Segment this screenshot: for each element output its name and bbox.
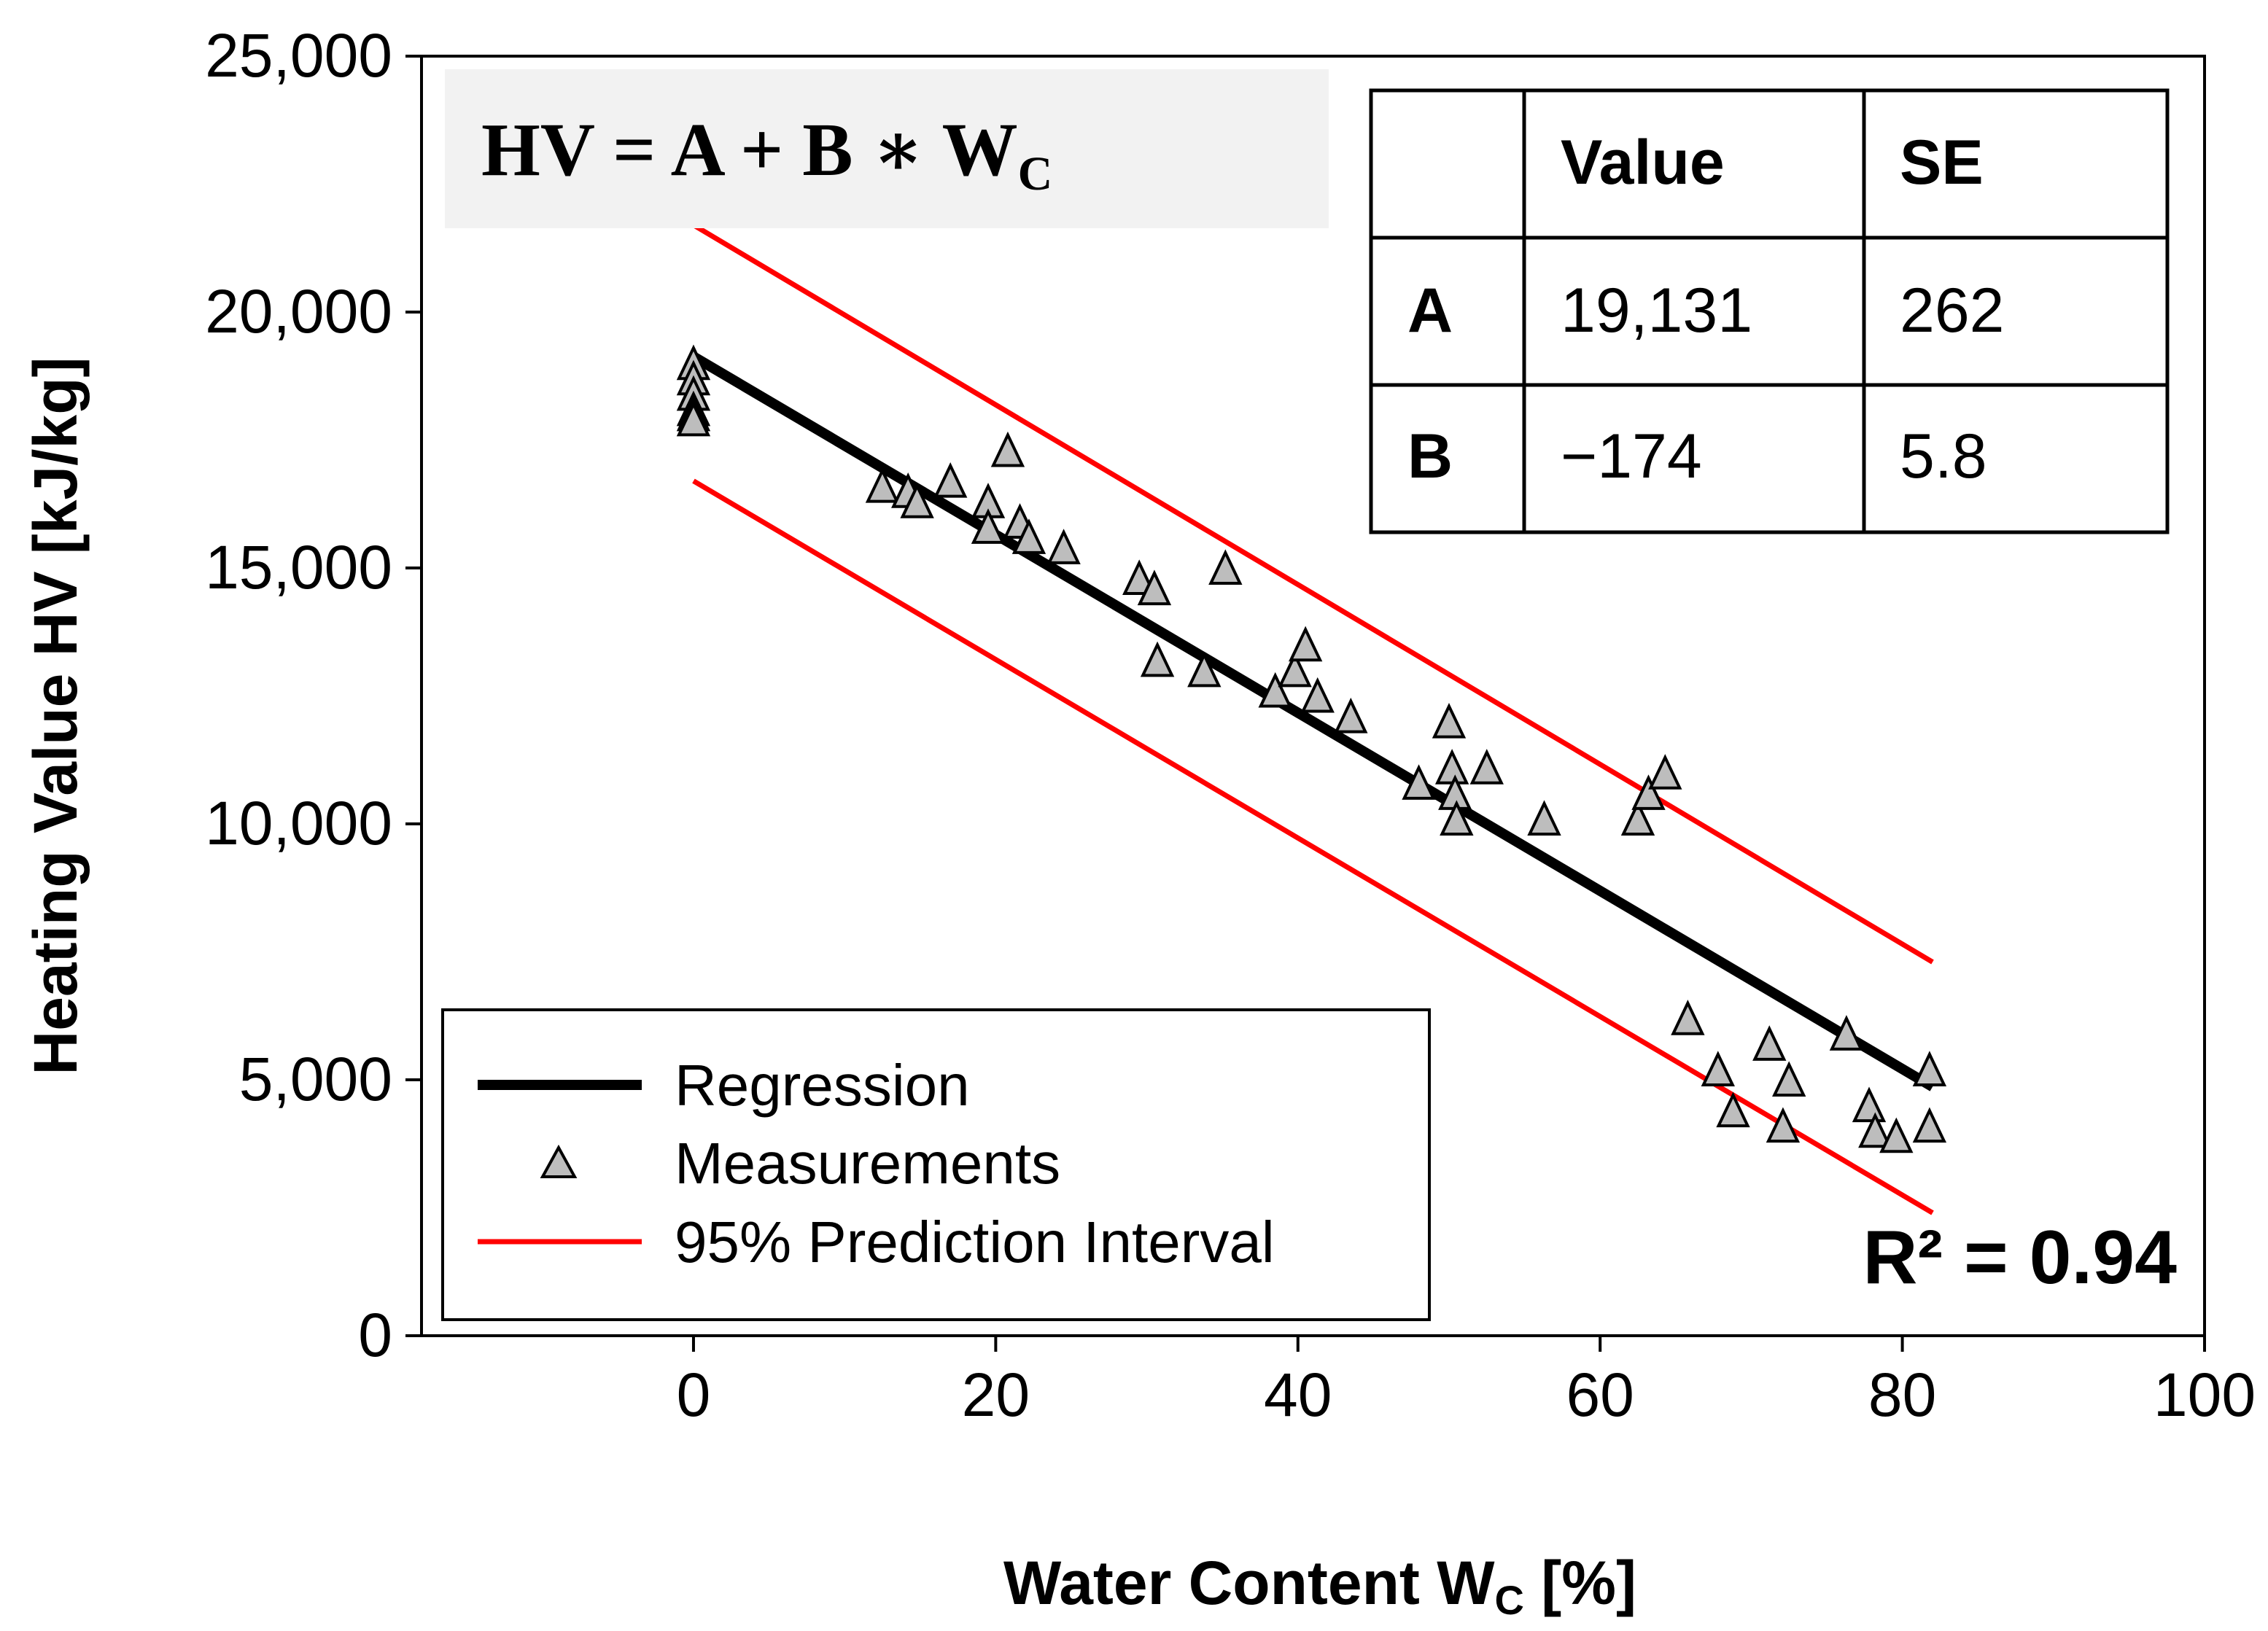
measurement-point bbox=[933, 462, 968, 498]
measurement-point bbox=[676, 400, 711, 437]
measurement-point bbox=[1440, 800, 1474, 836]
table-row-a-value: 19,131 bbox=[1561, 276, 1752, 346]
x-axis-title: Water Content WC [%] bbox=[1003, 1549, 1636, 1623]
measurement-point bbox=[1434, 749, 1469, 785]
x-tick-label: 80 bbox=[1868, 1361, 1936, 1429]
x-tick-label: 0 bbox=[677, 1361, 711, 1429]
measurement-point bbox=[1469, 749, 1504, 785]
measurement-point bbox=[1671, 1000, 1705, 1035]
measurement-point bbox=[1752, 1025, 1787, 1061]
x-tick-label: 40 bbox=[1264, 1361, 1332, 1429]
measurement-point bbox=[1766, 1107, 1801, 1143]
x-axis-title-sub: C bbox=[1495, 1577, 1524, 1623]
x-tick-label: 60 bbox=[1566, 1361, 1634, 1429]
lines-layer bbox=[691, 222, 1935, 1215]
measurement-point bbox=[1187, 651, 1222, 688]
measurement-point bbox=[900, 483, 934, 518]
table-row-b-label: B bbox=[1407, 421, 1453, 491]
measurement-point bbox=[1300, 677, 1335, 713]
equation-box bbox=[445, 69, 1329, 228]
measurement-point bbox=[1648, 754, 1682, 790]
y-tick-label: 10,000 bbox=[205, 789, 392, 857]
measurement-point bbox=[1122, 559, 1157, 596]
measurement-point bbox=[1631, 774, 1666, 810]
measurement-point bbox=[1912, 1107, 1947, 1143]
measurement-point bbox=[1288, 626, 1323, 662]
r-squared-label: R² = 0.94 bbox=[1863, 1215, 2177, 1300]
measurement-point bbox=[990, 431, 1025, 467]
table-row-a-label: A bbox=[1407, 276, 1453, 346]
measurement-point bbox=[1137, 569, 1172, 606]
x-axis-title-suffix: [%] bbox=[1524, 1549, 1636, 1617]
measurement-point bbox=[1527, 800, 1561, 836]
measurement-point bbox=[1208, 549, 1243, 585]
y-tick-label: 5,000 bbox=[239, 1045, 392, 1113]
equation-text: HV = A + B ∗ WC bbox=[481, 108, 1052, 201]
y-tick-label: 20,000 bbox=[205, 277, 392, 346]
measurement-point bbox=[1701, 1051, 1735, 1086]
coefficient-table: Value SE A 19,131 262 B −174 5.8 bbox=[1369, 88, 2170, 534]
axes-layer: 0 5,000 10,000 15,000 20,000 25,000 0 20 40 60 80 1… bbox=[205, 21, 2256, 1429]
measurement-point bbox=[1772, 1061, 1806, 1097]
y-tick-label: 25,000 bbox=[205, 21, 392, 90]
equation-subscript: C bbox=[1018, 147, 1053, 201]
measurement-points bbox=[676, 344, 1947, 1153]
measurement-point bbox=[1011, 518, 1046, 554]
regression-line bbox=[691, 351, 1935, 1091]
measurement-point bbox=[1829, 1015, 1864, 1051]
measurement-point bbox=[971, 508, 1006, 544]
legend-box bbox=[441, 1008, 1431, 1321]
measurement-point bbox=[865, 467, 900, 503]
table-row-b-value: −174 bbox=[1561, 421, 1702, 491]
x-tick-label: 20 bbox=[962, 1361, 1030, 1429]
equation-main: HV = A + B ∗ W bbox=[481, 108, 1018, 192]
table-row-b-se: 5.8 bbox=[1900, 421, 1987, 491]
x-tick-label: 100 bbox=[2154, 1361, 2256, 1429]
legend: Regression Measurements 95% Prediction I… bbox=[441, 1008, 1431, 1321]
measurement-point bbox=[1258, 672, 1292, 708]
measurement-point bbox=[1912, 1051, 1947, 1086]
table-header-se: SE bbox=[1900, 128, 1984, 198]
measurement-point bbox=[1858, 1112, 1892, 1148]
measurement-point bbox=[1620, 800, 1655, 836]
measurement-point bbox=[1334, 697, 1368, 733]
prediction-interval-upper bbox=[692, 222, 1934, 965]
measurement-point bbox=[1716, 1091, 1750, 1128]
measurement-point bbox=[1402, 764, 1436, 800]
table-row-a-se: 262 bbox=[1900, 276, 2005, 346]
legend-measurements-label: Measurements bbox=[675, 1131, 1060, 1196]
measurement-point bbox=[1140, 641, 1175, 677]
legend-interval-label: 95% Prediction Interval bbox=[675, 1210, 1275, 1274]
legend-measurement-swatch bbox=[540, 1144, 578, 1178]
measurement-point bbox=[1432, 702, 1467, 739]
measurement-point bbox=[1852, 1086, 1887, 1123]
measurement-point bbox=[1879, 1117, 1914, 1153]
y-tick-label: 0 bbox=[358, 1301, 392, 1369]
prediction-interval-lower bbox=[692, 478, 1934, 1215]
measurement-point bbox=[1046, 529, 1081, 564]
table-header-value: Value bbox=[1561, 128, 1725, 198]
y-tick-label: 15,000 bbox=[205, 533, 392, 602]
plot-frame bbox=[420, 55, 2206, 1337]
x-axis-title-main: Water Content W bbox=[1003, 1549, 1495, 1617]
measurement-point bbox=[1278, 651, 1312, 688]
y-axis-title: Heating Value HV [kJ/kg] bbox=[21, 357, 90, 1075]
legend-regression-label: Regression bbox=[675, 1053, 970, 1118]
